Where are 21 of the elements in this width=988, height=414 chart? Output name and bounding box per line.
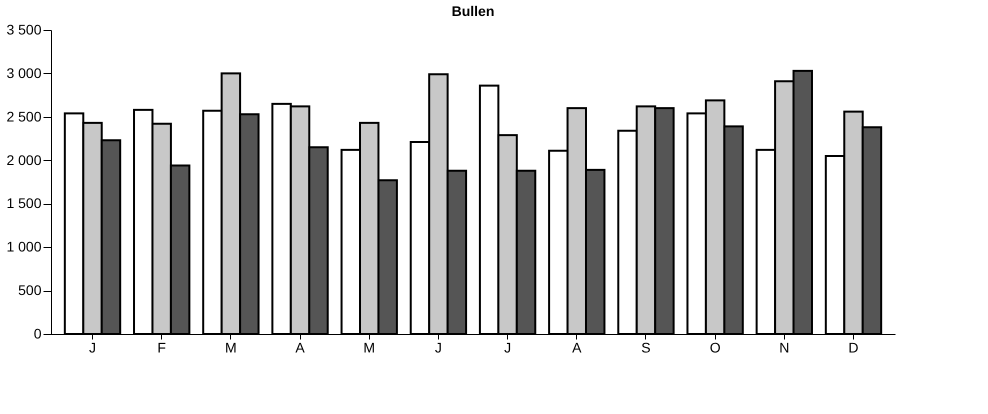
y-tick-label: 3 500: [6, 22, 42, 38]
y-tick-label: 500: [18, 282, 42, 298]
chart-title: Bullen: [452, 3, 494, 19]
y-tick-label: 2 000: [6, 152, 42, 168]
x-tick-label: J: [434, 340, 442, 356]
x-tick-label: A: [295, 340, 306, 356]
x-tick-label: O: [710, 340, 721, 356]
x-tick-label: M: [363, 340, 376, 356]
y-tick-label: 3 000: [6, 64, 42, 81]
y-tick-label: 2 500: [6, 108, 42, 124]
y-tick-label: 1 000: [6, 238, 42, 255]
y-tick-label: 0: [34, 326, 42, 342]
x-tick-label: M: [225, 340, 237, 356]
x-tick-label: F: [157, 340, 166, 356]
x-tick-label: N: [779, 340, 790, 356]
x-tick-label: J: [89, 340, 96, 356]
y-tick-label: 1 500: [6, 195, 42, 212]
x-tick-label: J: [504, 340, 512, 356]
x-tick-label: A: [572, 340, 582, 356]
x-tick-label: D: [848, 340, 859, 356]
x-tick-label: S: [641, 340, 651, 356]
